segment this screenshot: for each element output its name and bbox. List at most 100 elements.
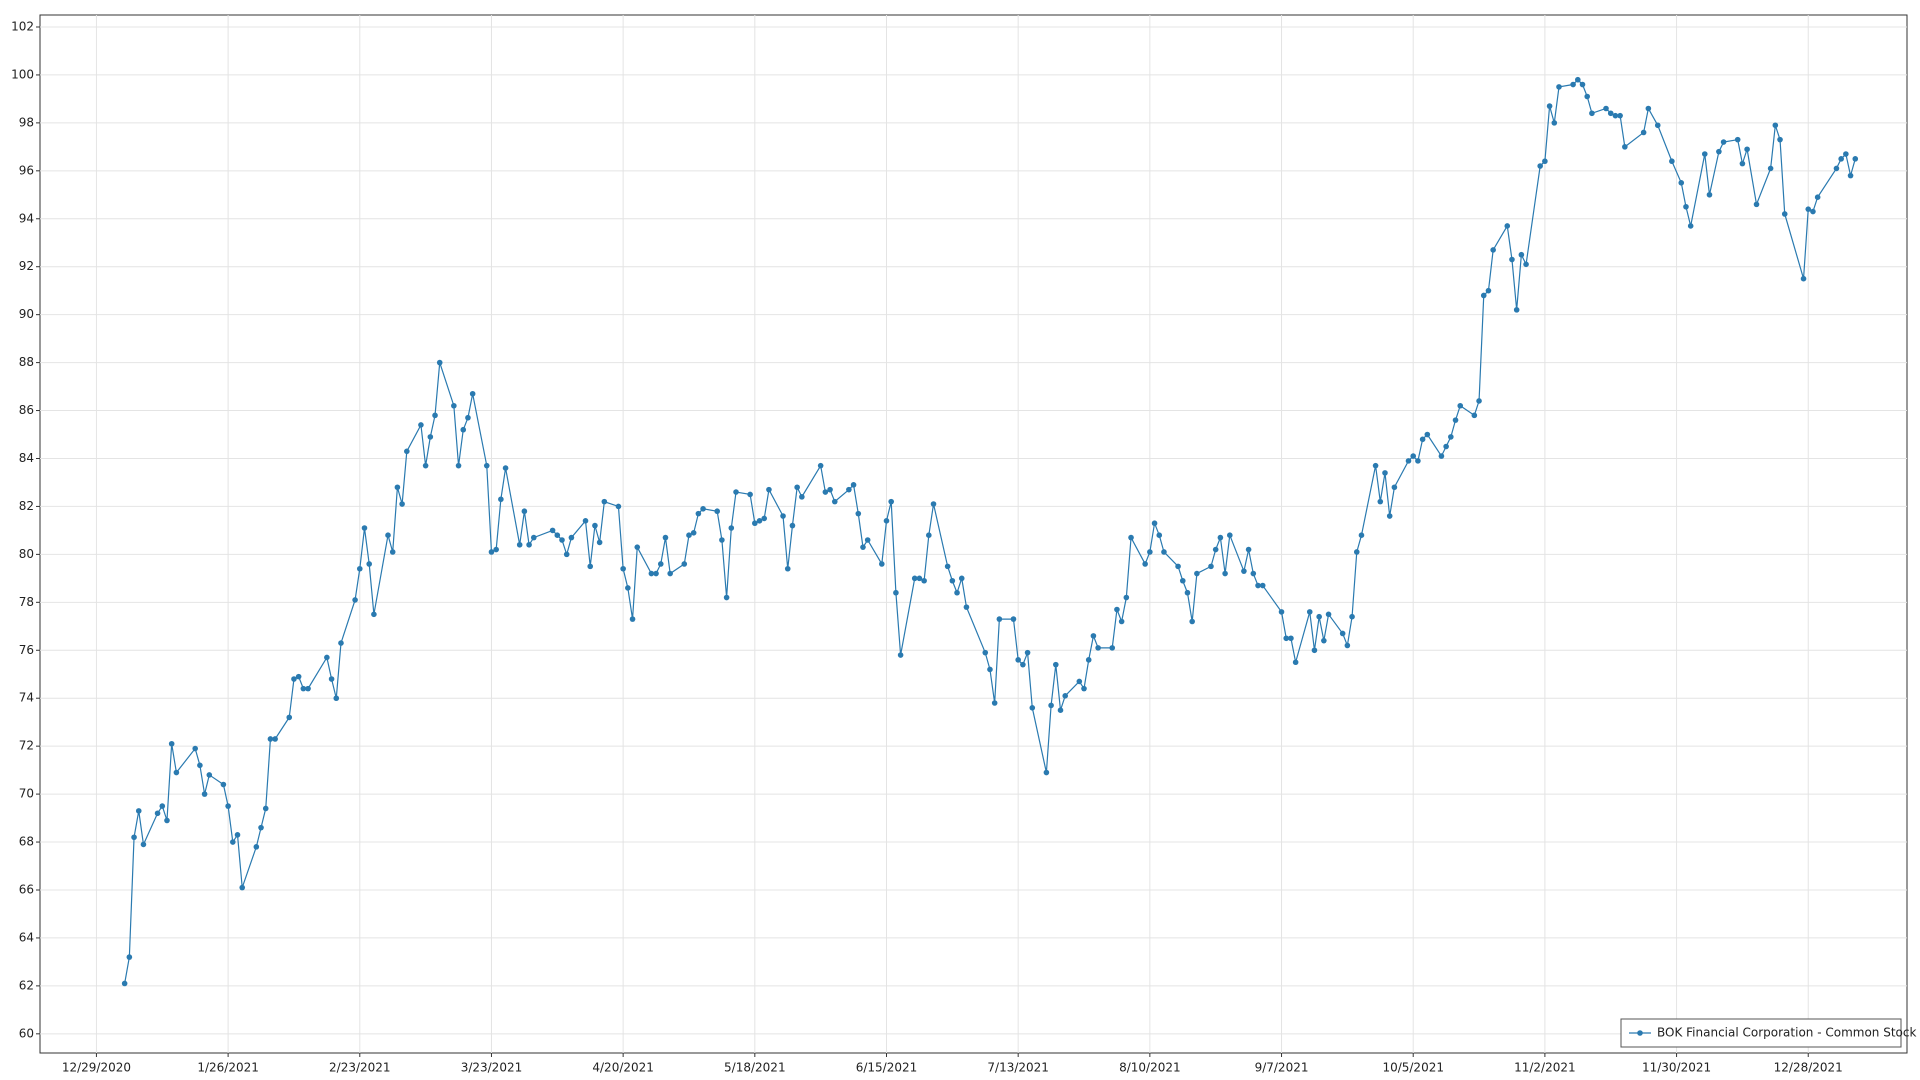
data-point [1448,434,1454,440]
data-point [324,654,330,661]
data-point [733,489,739,495]
data-point [121,980,128,987]
data-point [827,486,833,493]
y-tick-label: 76 [19,643,34,657]
data-point [173,769,180,776]
data-point [1095,645,1101,651]
data-point [328,676,335,682]
data-point [921,577,927,584]
data-point [1537,163,1543,169]
data-point [761,515,768,522]
data-point [1062,693,1069,699]
data-point [1753,201,1760,208]
data-point [1833,165,1840,172]
y-tick-label: 94 [19,211,34,225]
data-point [286,714,293,721]
data-point [131,834,137,841]
data-point [1810,208,1816,215]
data-point [1551,120,1558,126]
data-point [197,762,203,769]
data-point [1161,549,1167,555]
data-point [799,494,805,500]
data-point [1081,685,1087,692]
data-point [1255,582,1261,589]
data-point [625,585,631,591]
data-point [1250,570,1257,577]
data-point [648,570,655,577]
data-point [1405,458,1412,464]
data-point [582,518,589,524]
data-point [1189,618,1195,625]
data-point [1325,611,1332,618]
data-point [1480,292,1487,299]
data-point [1777,136,1783,143]
data-point [135,808,142,814]
data-point [1504,223,1511,229]
data-point [220,781,227,788]
data-point [1617,112,1623,119]
data-point [653,570,659,577]
data-point [291,676,297,682]
data-point [1316,613,1322,620]
x-tick-label: 1/26/2021 [197,1061,259,1075]
data-point [897,652,904,658]
data-point [1716,148,1722,155]
data-point [1142,561,1148,567]
data-point [554,532,561,538]
data-point [253,844,260,850]
data-point [1227,532,1233,538]
y-tick-label: 90 [19,307,34,321]
data-point [530,534,537,541]
data-point [1194,570,1200,577]
data-point [230,839,236,845]
data-point [662,534,669,541]
data-point [822,489,829,495]
data-point [930,501,937,507]
data-point [1358,532,1365,538]
data-point [1208,563,1214,570]
data-point [592,522,598,529]
data-point [752,520,758,527]
data-point [1085,657,1092,663]
data-point [1076,678,1083,685]
data-point [1485,287,1492,294]
data-point [140,841,147,848]
data-point [991,700,998,706]
data-point [206,772,213,778]
data-point [460,426,467,433]
data-point [667,570,673,577]
data-point [1701,151,1708,157]
data-point [418,422,424,428]
data-point [1179,577,1186,584]
y-tick-label: 70 [19,787,34,801]
data-point [1424,431,1431,438]
data-point [958,575,965,582]
data-point [389,549,396,555]
data-point [1114,606,1120,613]
y-tick-label: 78 [19,595,34,609]
data-point [1043,769,1050,776]
data-point [1123,594,1130,601]
y-tick-label: 62 [19,978,34,992]
x-tick-label: 3/23/2021 [461,1061,523,1075]
data-point [159,803,166,809]
data-point [1339,630,1346,637]
data-point [1020,661,1026,668]
data-point [516,541,523,548]
data-point [300,685,307,692]
data-point [1513,307,1520,313]
data-point [789,522,796,529]
data-point [168,740,175,747]
x-tick-label: 10/5/2021 [1382,1061,1444,1075]
data-point [258,824,264,831]
data-point [521,508,528,515]
y-tick-label: 74 [19,691,34,705]
data-point [1767,165,1774,172]
data-point [465,414,471,421]
data-point [723,594,730,601]
data-point [784,565,791,572]
legend: BOK Financial Corporation - Common Stock [1620,1018,1916,1048]
data-point [563,551,570,558]
data-point [1654,122,1661,129]
